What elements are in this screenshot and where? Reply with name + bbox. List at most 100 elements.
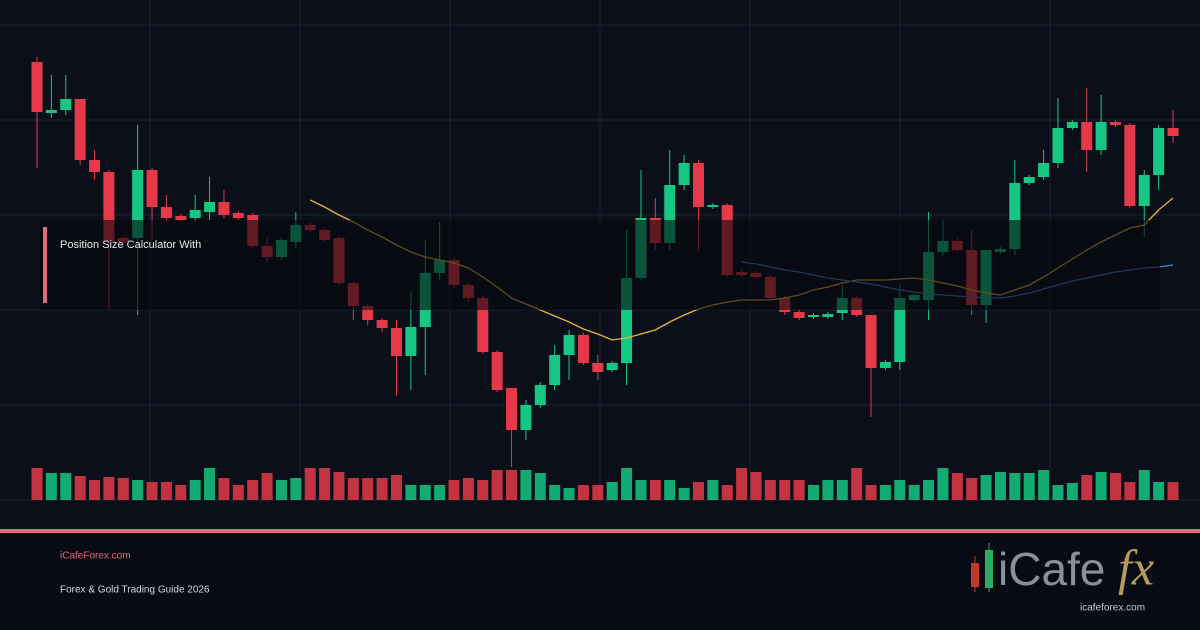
footer-site[interactable]: iCafeForex.com bbox=[60, 551, 131, 562]
volume-bar bbox=[390, 475, 402, 500]
volume-bar bbox=[1153, 482, 1165, 500]
volume-bar bbox=[908, 485, 920, 500]
volume-bar bbox=[563, 488, 575, 500]
volume-bar bbox=[649, 480, 661, 500]
volume-bar bbox=[376, 478, 388, 500]
logo-brand: iCafe bbox=[998, 543, 1105, 595]
logo-accent: fx bbox=[1118, 539, 1154, 595]
volume-bar bbox=[290, 478, 302, 500]
volume-bar bbox=[247, 480, 259, 500]
volume-bar bbox=[822, 480, 834, 500]
candle-body bbox=[793, 312, 805, 318]
volume-bar bbox=[937, 468, 949, 500]
candle-body bbox=[1009, 183, 1021, 249]
candle-body bbox=[894, 298, 906, 362]
volume-bar bbox=[146, 482, 158, 500]
volume-bar bbox=[362, 478, 374, 500]
banner-accent bbox=[43, 227, 47, 303]
candle-body bbox=[189, 210, 201, 218]
volume-bar bbox=[793, 480, 805, 500]
candle-body bbox=[1038, 163, 1050, 177]
volume-bar bbox=[477, 480, 489, 500]
candle-body bbox=[160, 207, 172, 218]
volume-bar bbox=[74, 476, 86, 500]
volume-bar bbox=[1052, 485, 1064, 500]
volume-bar bbox=[60, 473, 72, 500]
volume-bar bbox=[534, 473, 546, 500]
candle-body bbox=[563, 335, 575, 355]
volume-bar bbox=[592, 485, 604, 500]
volume-bar bbox=[606, 482, 618, 500]
volume-bar bbox=[520, 470, 532, 500]
candle-body bbox=[477, 298, 489, 352]
candle-body bbox=[1138, 175, 1150, 206]
candle-body bbox=[879, 362, 891, 368]
volume-bar bbox=[117, 478, 129, 500]
candle-body bbox=[592, 363, 604, 372]
banner-box bbox=[40, 220, 1160, 310]
candle-body bbox=[74, 99, 86, 160]
volume-bar bbox=[966, 478, 978, 500]
candle-body bbox=[707, 205, 719, 207]
candle-body bbox=[362, 306, 374, 320]
candle-body bbox=[376, 320, 388, 328]
candle-body bbox=[1095, 122, 1107, 150]
volume-bar bbox=[1081, 475, 1093, 500]
volume-bar bbox=[304, 468, 316, 500]
volume-bar bbox=[347, 478, 359, 500]
logo-icon bbox=[971, 543, 993, 592]
volume-bar bbox=[1124, 482, 1136, 500]
candle-body bbox=[132, 170, 144, 238]
plot bbox=[31, 57, 1179, 500]
logo-url[interactable]: icafeforex.com bbox=[1080, 603, 1145, 614]
candle-body bbox=[1052, 128, 1064, 163]
candle-body bbox=[89, 160, 101, 172]
volume-bar bbox=[175, 485, 187, 500]
volume-bar bbox=[692, 482, 704, 500]
volume-bar bbox=[577, 485, 589, 500]
candle-body bbox=[549, 355, 561, 385]
volume-bar bbox=[951, 473, 963, 500]
candle-body bbox=[692, 163, 704, 207]
candle-body bbox=[822, 314, 834, 317]
volume-bar bbox=[1023, 473, 1035, 500]
volume-bar bbox=[132, 480, 144, 500]
volume-bar bbox=[31, 468, 43, 500]
volume-bar bbox=[218, 478, 230, 500]
volume-bar bbox=[333, 472, 345, 500]
divider bbox=[0, 529, 1200, 533]
candle-body bbox=[606, 363, 618, 370]
volume-bar bbox=[879, 485, 891, 500]
candle-body bbox=[865, 315, 877, 368]
volume-bar bbox=[750, 472, 762, 500]
volume-bar bbox=[549, 485, 561, 500]
candle-body bbox=[506, 388, 518, 430]
volume-bar bbox=[160, 482, 172, 500]
volume-bar bbox=[434, 485, 446, 500]
candle-body bbox=[232, 213, 244, 218]
candle-body bbox=[1066, 122, 1078, 128]
candle-body bbox=[664, 185, 676, 243]
candle-body bbox=[146, 170, 158, 207]
candle-body bbox=[520, 405, 532, 430]
candle-body bbox=[491, 352, 503, 390]
volume-bar bbox=[678, 488, 690, 500]
candle-body bbox=[678, 163, 690, 185]
candle-body bbox=[1023, 177, 1035, 183]
volume-bar bbox=[994, 472, 1006, 500]
volume-bar bbox=[419, 485, 431, 500]
candle-body bbox=[103, 172, 115, 242]
volume-bar bbox=[448, 480, 460, 500]
candle-body bbox=[1109, 122, 1121, 125]
candle-body bbox=[1081, 122, 1093, 150]
volume-bar bbox=[664, 480, 676, 500]
volume-bar bbox=[1167, 482, 1179, 500]
volume-bar bbox=[462, 478, 474, 500]
volume-bar bbox=[232, 485, 244, 500]
candle-body bbox=[390, 328, 402, 356]
volume-bar bbox=[204, 468, 216, 500]
volume-bar bbox=[491, 470, 503, 500]
candle-body bbox=[808, 315, 820, 317]
